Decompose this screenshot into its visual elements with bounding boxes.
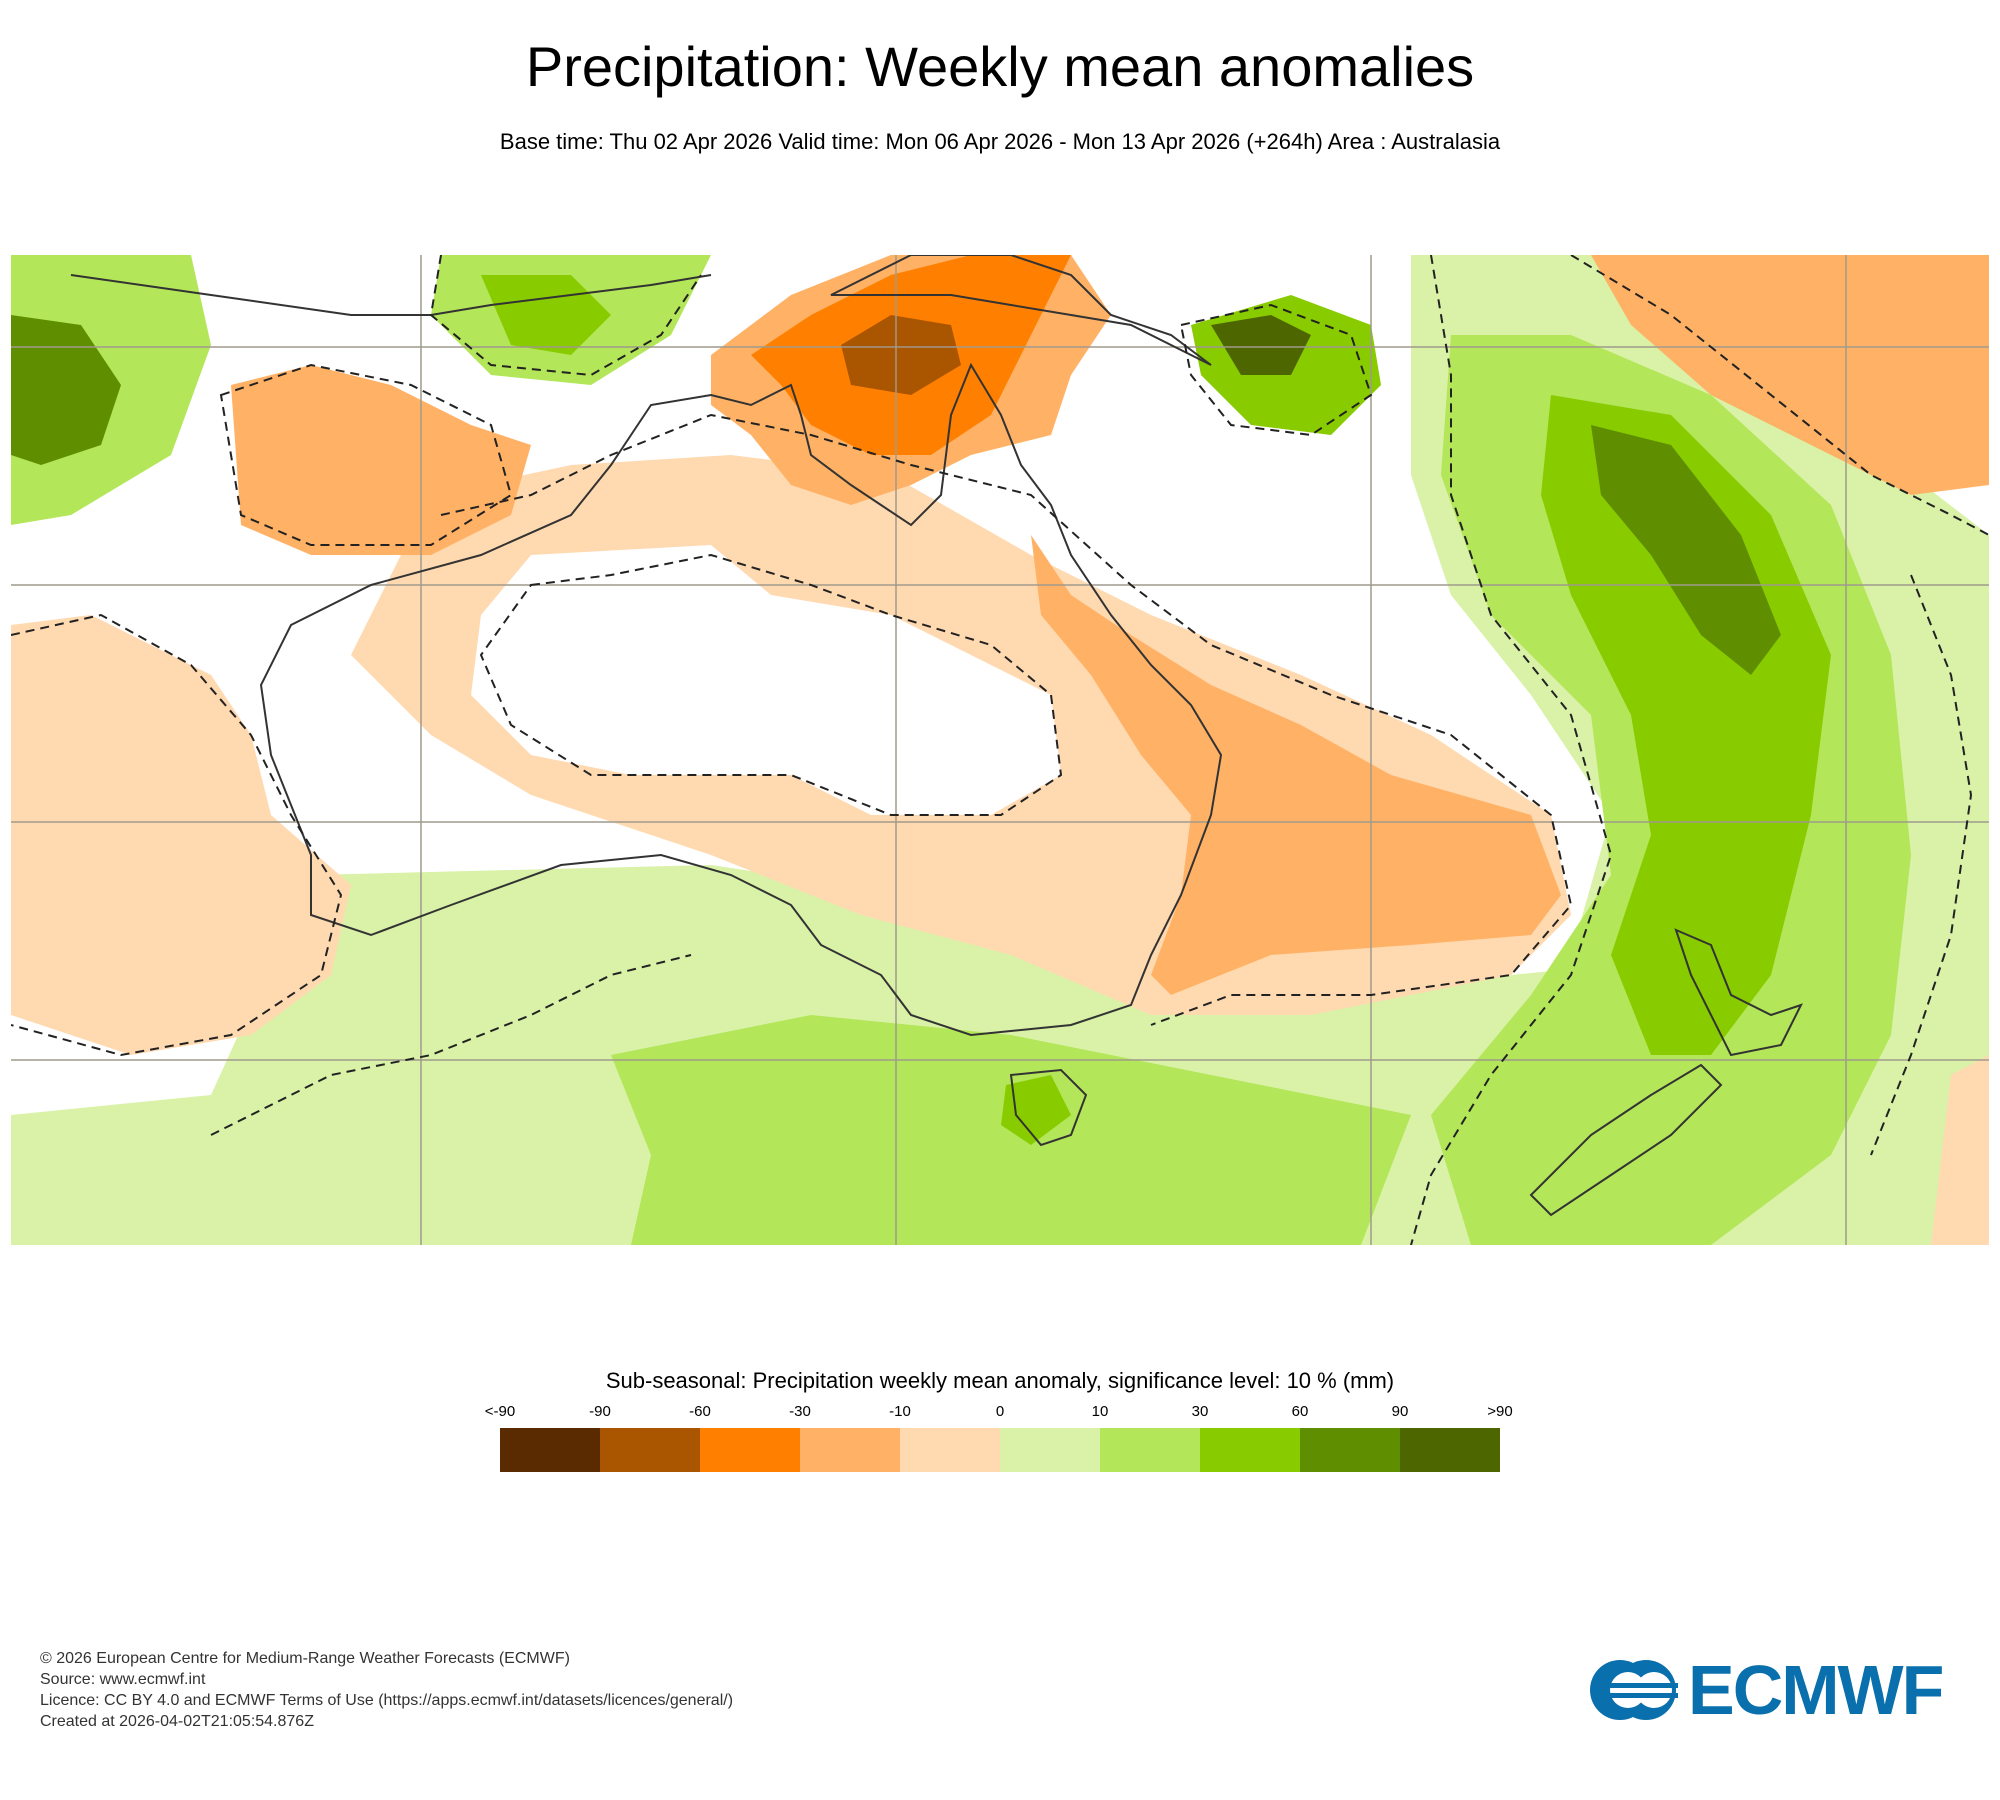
ecmwf-logo-mark (1590, 1660, 1678, 1720)
legend-color-swatch (1100, 1428, 1200, 1472)
legend-tick-label: 90 (1391, 1403, 1409, 1420)
significance-contours (11, 255, 1989, 1245)
legend-color-swatch (1400, 1428, 1500, 1472)
significance-contour (210, 954, 692, 1136)
anomaly-region-dark-green-tasman (1591, 425, 1781, 675)
legend-tick-label: -30 (789, 1403, 811, 1420)
legend-color-swatch (600, 1428, 700, 1472)
anomaly-region-green-tasmania (1001, 1075, 1071, 1145)
significance-contour (1179, 303, 1373, 437)
anomaly-region-light-orange-west-ocean (11, 615, 351, 1055)
anomaly-region-dark-green-png (1211, 315, 1311, 375)
new-zealand-north-coastline (1674, 928, 1803, 1057)
anomaly-region-midgreen-tasman (1541, 395, 1831, 1055)
legend-color-swatch (700, 1428, 800, 1472)
page-subtitle: Base time: Thu 02 Apr 2026 Valid time: M… (499, 129, 1501, 154)
legend-color-swatch (800, 1428, 900, 1472)
significance-contour (219, 363, 513, 546)
page-title: Precipitation: Weekly mean anomalies (525, 35, 1475, 98)
legend-tick-label: 60 (1291, 1403, 1309, 1420)
legend-color-bar (500, 1428, 1500, 1472)
legend-tick-label: >90 (1487, 1403, 1513, 1420)
tasmania-coastline (1009, 1068, 1088, 1147)
legend-tick-label: -60 (689, 1403, 711, 1420)
footer-source: Source: www.ecmwf.int (40, 1671, 206, 1688)
footer-copyright: © 2026 European Centre for Medium-Range … (40, 1650, 570, 1667)
anomaly-region-orange-west (231, 365, 531, 555)
graticule (11, 255, 1989, 1245)
coastlines (70, 255, 1803, 1217)
legend-tick-label: 10 (1091, 1403, 1109, 1420)
significance-contour (1870, 574, 1973, 1156)
legend-color-swatch (1200, 1428, 1300, 1472)
significance-contour (11, 613, 343, 1057)
anomaly-region-neutral-interior (471, 545, 1061, 815)
legend-color-swatch (1300, 1428, 1400, 1472)
anomaly-region-orange-east (1031, 535, 1561, 995)
legend-tick-label: -90 (589, 1403, 611, 1420)
anomaly-region-light-orange-southeast (1931, 1055, 1989, 1245)
new-zealand-south-coastline (1529, 1063, 1723, 1217)
anomaly-region-dark-green-northwest (11, 315, 121, 465)
significance-contour (1570, 255, 1989, 536)
legend-tick-label: 0 (995, 1403, 1005, 1420)
legend-title: Sub-seasonal: Precipitation weekly mean … (605, 1368, 1395, 1393)
indonesia-coastline (70, 274, 712, 316)
png-coastline (830, 255, 1212, 366)
footer-credits: © 2026 European Centre for Medium-Range … (40, 1648, 733, 1732)
legend-tick-label: -10 (889, 1403, 911, 1420)
significance-contour (479, 553, 1063, 816)
legend-color-swatch (500, 1428, 600, 1472)
significance-contour (1410, 255, 1613, 1245)
legend-tick-label: 30 (1191, 1403, 1209, 1420)
legend-color-swatch (900, 1428, 1000, 1472)
footer-created: Created at 2026-04-02T21:05:54.876Z (40, 1713, 314, 1730)
precipitation-anomaly-map (11, 255, 1989, 1245)
legend-tick-label: <-90 (484, 1403, 516, 1420)
significance-contour (440, 413, 1573, 1026)
australia-coastline (259, 362, 1223, 1037)
significance-contour (429, 255, 702, 377)
legend-tick-labels: <-90 -90 -60 -30 -10 0 10 30 60 90 >90 (485, 1403, 1513, 1423)
legend-color-swatch (1000, 1428, 1100, 1472)
ecmwf-logo-text: ECMWF (1688, 1651, 1944, 1729)
footer-licence: Licence: CC BY 4.0 and ECMWF Terms of Us… (40, 1692, 734, 1709)
anomaly-region-brown-north (841, 315, 961, 395)
anomaly-region-orange-northeast (1591, 255, 1989, 495)
ecmwf-logo: ECMWF (1588, 1651, 1958, 1729)
